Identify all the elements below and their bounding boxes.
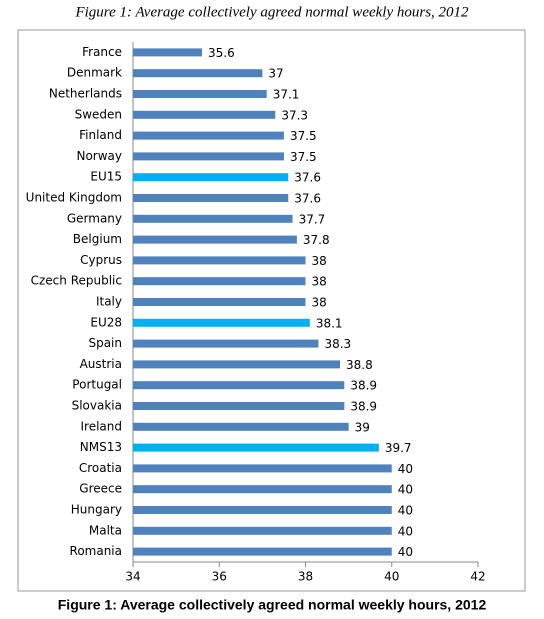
y-tick-label: United Kingdom <box>26 191 122 205</box>
y-tick-label: Finland <box>79 128 122 142</box>
bar <box>133 464 392 473</box>
y-tick-label: Italy <box>96 295 122 309</box>
bar <box>133 69 263 78</box>
value-label: 40 <box>398 504 413 518</box>
value-label: 37.6 <box>294 192 321 206</box>
value-label: 37.8 <box>303 233 330 247</box>
bar <box>133 506 392 514</box>
y-tick-label: Slovakia <box>72 399 122 413</box>
x-tick-label: 38 <box>298 570 313 584</box>
value-label: 37.1 <box>273 88 300 102</box>
bar <box>133 402 345 410</box>
bar <box>133 547 392 556</box>
value-label: 39.7 <box>385 441 412 455</box>
value-label: 37.3 <box>281 108 308 122</box>
bar <box>133 443 379 452</box>
chart-frame <box>17 29 526 592</box>
value-label: 38.9 <box>350 400 377 414</box>
y-tick-label: Ireland <box>80 419 122 433</box>
value-label: 37.5 <box>290 129 317 143</box>
bar <box>133 131 284 140</box>
bar <box>133 422 349 431</box>
y-tick-label: Romania <box>70 544 122 558</box>
y-tick-label: Belgium <box>73 232 122 246</box>
y-tick-label: Norway <box>76 149 122 163</box>
value-label: 37.6 <box>294 171 321 185</box>
bar <box>133 152 284 161</box>
value-label: 37.5 <box>290 150 317 164</box>
value-label: 39 <box>355 420 370 434</box>
y-tick-label: Portugal <box>72 378 122 392</box>
y-tick-label: Netherlands <box>49 87 122 101</box>
y-tick-label: Sweden <box>75 107 122 121</box>
y-tick-label: Hungary <box>71 503 122 517</box>
value-label: 37 <box>268 67 283 81</box>
value-label: 38.9 <box>350 379 377 393</box>
y-tick-label: Greece <box>79 482 122 496</box>
value-label: 35.6 <box>208 46 235 60</box>
value-label: 38 <box>312 254 327 268</box>
bar <box>133 318 310 327</box>
value-label: 40 <box>398 545 413 559</box>
x-tick-label: 36 <box>212 570 227 584</box>
bar <box>133 277 306 286</box>
chart-title: Figure 1: Average collectively agreed no… <box>74 4 469 20</box>
value-label: 37.7 <box>299 212 326 226</box>
value-label: 40 <box>398 483 413 497</box>
y-tick-label: Cyprus <box>80 253 122 267</box>
value-label: 38.1 <box>316 316 343 330</box>
bar <box>133 235 297 244</box>
bar <box>133 360 340 369</box>
y-tick-label: Spain <box>88 336 122 350</box>
x-tick-label: 34 <box>125 570 140 584</box>
bar <box>133 256 306 265</box>
y-tick-label: Austria <box>80 357 122 371</box>
y-tick-label: EU15 <box>90 170 122 184</box>
y-tick-label: France <box>82 45 122 59</box>
value-label: 38.8 <box>346 358 373 372</box>
y-tick-label: Germany <box>67 211 122 225</box>
bar <box>133 48 202 57</box>
bar <box>133 381 345 390</box>
bar <box>133 110 276 119</box>
bar <box>133 90 267 98</box>
bar <box>133 194 289 202</box>
y-tick-label: Denmark <box>67 66 122 80</box>
bar <box>133 173 289 182</box>
bar <box>133 339 319 348</box>
value-label: 40 <box>398 524 413 538</box>
y-tick-label: Croatia <box>79 461 122 475</box>
value-label: 38 <box>312 275 327 289</box>
bar <box>133 526 392 535</box>
bar <box>133 298 306 306</box>
y-tick-label: EU28 <box>90 315 122 329</box>
value-label: 38.3 <box>324 337 351 351</box>
bar <box>133 485 392 494</box>
bar <box>133 214 293 223</box>
y-tick-label: NMS13 <box>80 440 122 454</box>
y-tick-label: Malta <box>89 523 122 537</box>
x-tick-label: 42 <box>470 570 485 584</box>
chart-caption: Figure 1: Average collectively agreed no… <box>58 597 487 613</box>
y-tick-label: Czech Republic <box>31 274 122 288</box>
value-label: 40 <box>398 462 413 476</box>
value-label: 38 <box>312 296 327 310</box>
x-tick-label: 40 <box>384 570 399 584</box>
